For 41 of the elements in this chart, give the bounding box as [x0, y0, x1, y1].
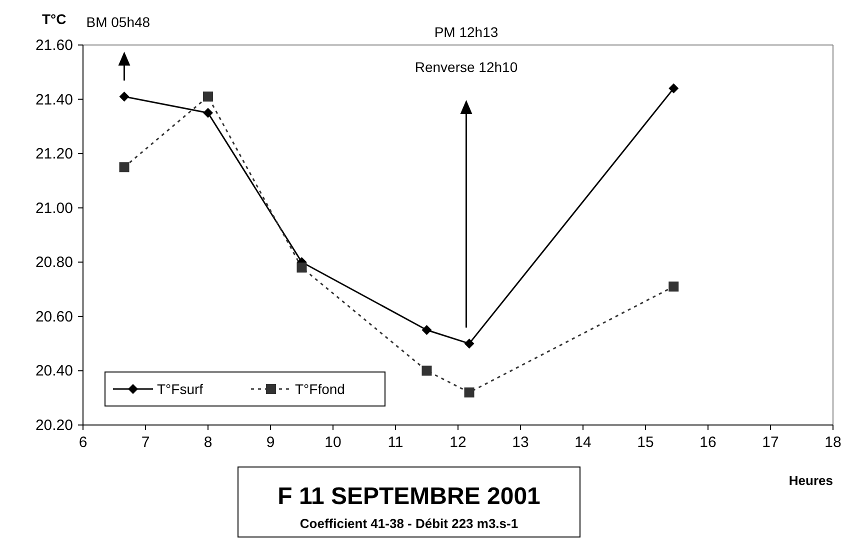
legend-label: T°Fsurf: [157, 381, 204, 397]
x-tick-label: 16: [700, 434, 716, 451]
point: [119, 162, 130, 172]
x-tick-label: 12: [450, 434, 466, 451]
point: [296, 262, 307, 273]
y-tick-label: 20.60: [35, 308, 73, 326]
text: BM 05h48: [86, 14, 150, 30]
text: F 11 SEPTEMBRE 2001: [278, 483, 540, 510]
x-tick-label: 11: [388, 434, 404, 451]
point: [668, 83, 679, 94]
y-tick-label: 20.80: [35, 254, 73, 272]
point: [422, 366, 432, 376]
y-tick-label: 21.20: [35, 146, 73, 163]
x-tick-label: 7: [141, 434, 150, 451]
point: [422, 325, 432, 335]
y-tick-label: 21.60: [35, 37, 73, 54]
x-tick-label: 10: [324, 434, 342, 451]
y-tick-label: 20.20: [35, 417, 73, 434]
y-axis-title: T°C: [42, 11, 66, 27]
y-tick-label: 20.40: [35, 362, 73, 380]
x-tick-label: 18: [824, 434, 842, 451]
point: [119, 92, 130, 102]
legend-label: T°Ffond: [295, 381, 345, 397]
y-tick-label: 21.00: [35, 200, 73, 217]
point: [203, 108, 213, 118]
text: PM 12h13: [434, 24, 498, 40]
x-tick-label: 14: [574, 434, 592, 451]
x-tick-label: 8: [204, 434, 212, 451]
x-axis-title: Heures: [788, 473, 833, 488]
annotation: Renverse 12h10: [414, 59, 518, 75]
text: Coefficient 41-38 - Débit 223 m3.s-1: [300, 516, 518, 531]
point: [464, 387, 474, 398]
x-tick-label: 6: [78, 434, 88, 451]
x-tick-label: 15: [637, 434, 654, 451]
point: [203, 92, 213, 102]
y-tick-label: 21.40: [35, 91, 73, 108]
point: [464, 338, 474, 349]
x-tick-label: 17: [762, 434, 779, 451]
x-tick-label: 13: [512, 434, 529, 451]
point: [668, 282, 679, 292]
x-tick-label: 9: [266, 434, 275, 451]
